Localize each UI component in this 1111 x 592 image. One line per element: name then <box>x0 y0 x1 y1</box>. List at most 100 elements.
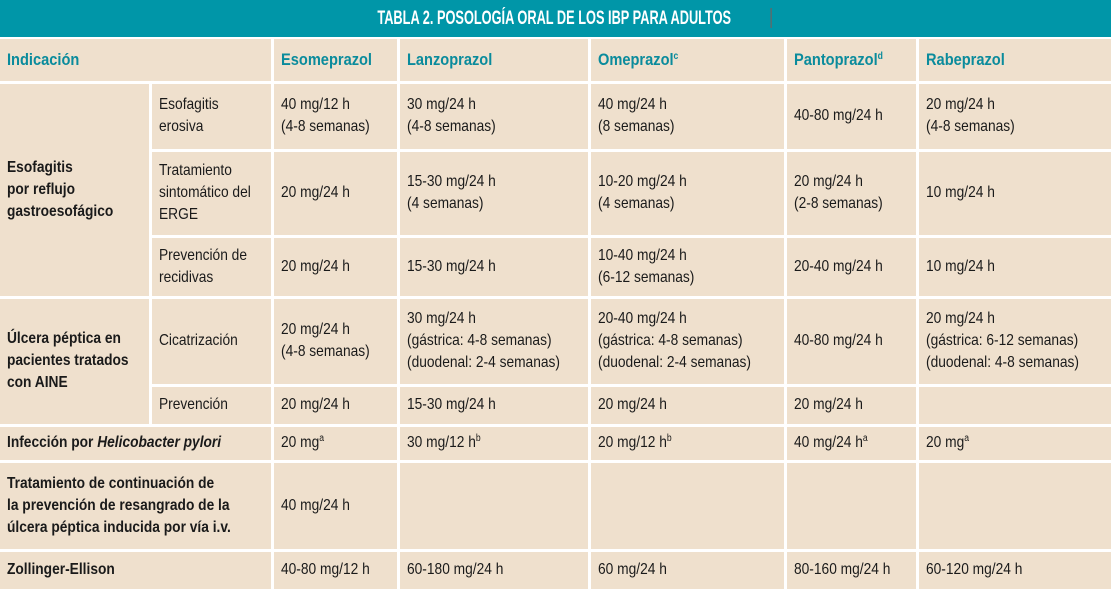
drug-name: Lanzoprazol <box>406 49 492 69</box>
indication-zollinger: Zollinger-Ellison <box>0 548 274 592</box>
footnote-marker: a <box>318 433 324 444</box>
dose-cell: 60-120 mg/24 h <box>915 548 1111 592</box>
table-row: Esofagitis por reflujo gastroesofágico Eso… <box>0 80 1111 299</box>
dose-line: 20 mg/24 h <box>793 396 863 413</box>
dose-line: 10 mg/24 h <box>925 257 995 275</box>
dose-cell: 40 mg/24 h <box>270 459 400 552</box>
dose-cell: 10-40 mg/24 h (6-12 semanas) <box>587 234 787 299</box>
dose-line: (8 semanas) <box>597 118 674 135</box>
dose-line: (gástrica: 6-12 semanas) <box>925 332 1078 349</box>
dose-cell: 40 mg/12 h (4-8 semanas) <box>270 80 400 152</box>
dose-cell: 20 mg/24 h (2-8 semanas) <box>783 148 919 238</box>
label-line: ERGE <box>158 206 198 223</box>
label-line: la prevención de resangrado de la <box>7 496 230 514</box>
dose-line: 60-180 mg/24 h <box>406 561 503 578</box>
dose-line: 40-80 mg/12 h <box>280 561 370 578</box>
label-line: Cicatrización <box>158 332 238 349</box>
dose-line: 20 mg/24 h <box>925 310 995 327</box>
dose-line: 20 mg/24 h <box>280 321 350 338</box>
dose-cell: 10 mg/24 h <box>915 234 1111 299</box>
dose-cell: 20 mg/24 h <box>270 383 400 427</box>
label-line: Úlcera péptica en <box>7 330 121 347</box>
dose-line: 15-30 mg/24 h <box>406 173 496 190</box>
dose-cell-empty <box>783 459 919 552</box>
label-line: Prevención de <box>158 246 247 264</box>
dose-line: 20 mg/12 h <box>597 434 667 451</box>
dose-line: 20-40 mg/24 h <box>597 310 687 327</box>
label-line: Tratamiento <box>158 162 232 179</box>
dose-cell-empty <box>396 459 591 552</box>
table-row: Tratamiento sintomático del ERGE 20 mg/24 … <box>0 148 1111 238</box>
label-line: recidivas <box>158 268 213 286</box>
table-row: Tratamiento de continuación de la prevenc… <box>0 459 1111 552</box>
header-omeprazol: Omeprazolc <box>587 37 787 84</box>
dose-line: 30 mg/24 h <box>406 96 476 113</box>
table-row: Zollinger-Ellison 40-80 mg/12 h 60-180 m… <box>0 548 1111 592</box>
footnote-marker: b <box>475 433 481 444</box>
indication-resangrado: Tratamiento de continuación de la prevenc… <box>0 459 274 552</box>
dose-line: (duodenal: 4-8 semanas) <box>925 354 1079 371</box>
dose-cell: 15-30 mg/24 h (4 semanas) <box>396 148 591 238</box>
dose-line: 10-20 mg/24 h <box>597 173 687 190</box>
header-indicacion: Indicación <box>0 37 274 84</box>
dose-line: (4-8 semanas) <box>925 118 1015 135</box>
dose-line: 20 mg/24 h <box>793 173 863 190</box>
table-row: Prevención de recidivas 20 mg/24 h 15-30 … <box>0 234 1111 299</box>
dose-cell: 20 mg/24 h (4-8 semanas) <box>270 295 400 387</box>
dose-line: 30 mg/24 h <box>406 310 476 327</box>
dose-line: 15-30 mg/24 h <box>406 257 496 275</box>
dose-line: 20-40 mg/24 h <box>793 257 883 275</box>
dose-line: 40-80 mg/24 h <box>793 332 883 349</box>
label-line: Esofagitis <box>158 96 219 113</box>
dose-cell-empty <box>915 383 1111 427</box>
dose-cell: 20-40 mg/24 h (gástrica: 4-8 semanas) (duo… <box>587 295 787 387</box>
table-title-text: TABLA 2. POSOLOGÍA ORAL DE LOS IBP PARA … <box>377 7 732 29</box>
dose-cell: 20 mg/24 h <box>587 383 787 427</box>
label-italic: Helicobacter pylori <box>97 434 222 451</box>
dose-line: (6-12 semanas) <box>597 268 694 286</box>
dose-line: (gástrica: 4-8 semanas) <box>406 332 552 349</box>
dose-cell-empty <box>587 459 787 552</box>
table-row: Úlcera péptica en pacientes tratados con A… <box>0 295 1111 427</box>
label-line: erosiva <box>158 118 203 135</box>
dose-line: (4-8 semanas) <box>280 118 370 135</box>
dose-cell: 10-20 mg/24 h (4 semanas) <box>587 148 787 238</box>
header-indicacion-label: Indicación <box>7 49 80 69</box>
dose-cell: 40-80 mg/12 h <box>270 548 400 592</box>
dose-cell: 80-160 mg/24 h <box>783 548 919 592</box>
dose-line: 15-30 mg/24 h <box>406 396 496 413</box>
label-line: úlcera péptica inducida por vía i.v. <box>7 518 231 536</box>
drug-name: Omeprazol <box>597 49 674 69</box>
dose-line: 20 mg/24 h <box>597 396 667 413</box>
header-row: Indicación Esomeprazol Lanzoprazol Omepr… <box>0 37 1111 84</box>
dose-line: 30 mg/12 h <box>406 434 476 451</box>
label-line: con AINE <box>7 374 68 391</box>
label-line: pacientes tratados <box>7 352 129 369</box>
dose-line: (2-8 semanas) <box>793 195 883 212</box>
dose-line: (gástrica: 4-8 semanas) <box>597 332 743 349</box>
dose-cell: 20 mg/24 h (gástrica: 6-12 semanas) (duode… <box>915 295 1111 387</box>
dose-line: 20 mg/24 h <box>280 396 350 413</box>
dose-cell: 10 mg/24 h <box>915 148 1111 238</box>
dose-line: 40 mg/12 h <box>280 96 350 113</box>
dose-line: 20 mg/24 h <box>925 96 995 113</box>
text-cursor <box>771 8 772 29</box>
dose-cell: 20 mg/12 hb <box>587 423 787 463</box>
dose-cell: 30 mg/12 hb <box>396 423 591 463</box>
indication-aine: Úlcera péptica en pacientes tratados con A… <box>0 295 152 427</box>
dose-cell: 60 mg/24 h <box>587 548 787 592</box>
dose-cell: 20 mg/24 h <box>270 148 400 238</box>
dose-cell: 40-80 mg/24 h <box>783 80 919 152</box>
dose-cell: 20 mga <box>915 423 1111 463</box>
header-esomeprazol: Esomeprazol <box>270 37 400 84</box>
dose-line: 20 mg/24 h <box>280 257 350 275</box>
dose-line: 80-160 mg/24 h <box>793 561 890 578</box>
dose-line: (duodenal: 2-4 semanas) <box>406 354 560 371</box>
dose-cell: 20 mga <box>270 423 400 463</box>
label-line: Prevención <box>158 396 228 413</box>
label-text: Zollinger-Ellison <box>7 561 115 578</box>
sub-indication: Cicatrización <box>148 295 274 387</box>
table-title: TABLA 2. POSOLOGÍA ORAL DE LOS IBP PARA … <box>339 8 772 30</box>
footnote-marker: a <box>963 433 969 444</box>
dose-line: (4 semanas) <box>597 195 674 212</box>
